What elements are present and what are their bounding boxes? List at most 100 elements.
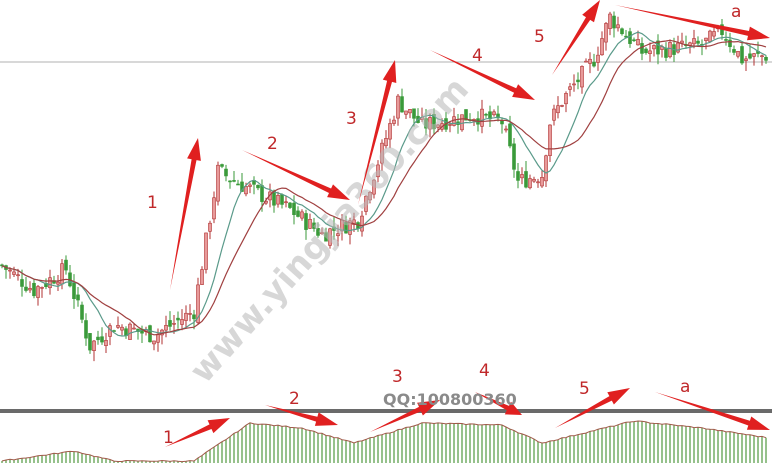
candle-body xyxy=(392,119,396,124)
candle-body xyxy=(372,179,376,195)
candle-body xyxy=(16,274,20,277)
candle-body xyxy=(428,117,432,130)
candle-body xyxy=(436,124,440,128)
candle-body xyxy=(324,232,328,242)
candle-body xyxy=(568,86,572,90)
candle-body xyxy=(320,232,324,235)
candle-body xyxy=(284,201,288,204)
candle-body xyxy=(652,45,656,50)
candle-body xyxy=(32,282,36,297)
candle-body xyxy=(296,210,300,217)
watermark-url: www.yingjia360.com xyxy=(182,70,477,391)
red-arrow-icon xyxy=(615,5,770,41)
candle-body xyxy=(628,31,632,44)
candle-body xyxy=(580,66,584,88)
watermark: www.yingjia360.com xyxy=(182,70,477,391)
candle-body xyxy=(596,54,600,63)
candle-body xyxy=(216,164,220,202)
candle-body xyxy=(200,269,204,285)
wave-label-4: 4 xyxy=(472,46,483,66)
candle-body xyxy=(736,51,740,57)
candle-body xyxy=(376,164,380,178)
candle-body xyxy=(692,38,696,45)
candle-body xyxy=(344,221,348,234)
candle-body xyxy=(212,197,216,220)
candle-body xyxy=(764,56,768,61)
candle-body xyxy=(548,124,552,156)
osc-label-3: 3 xyxy=(392,367,403,387)
candle-body xyxy=(500,120,504,125)
candle-body xyxy=(172,322,176,325)
candles xyxy=(0,11,768,362)
candle-body xyxy=(256,184,260,189)
osc-label-2: 2 xyxy=(289,389,300,409)
candle-body xyxy=(352,219,356,225)
candle-body xyxy=(180,319,184,325)
candle-body xyxy=(244,186,248,195)
candle-body xyxy=(760,55,764,58)
candle-body xyxy=(64,259,68,271)
red-arrow-icon xyxy=(170,138,201,290)
candle-body xyxy=(388,123,392,140)
red-arrow-icon xyxy=(370,400,440,432)
candle-body xyxy=(560,105,564,107)
candle-body xyxy=(396,95,400,119)
candle-body xyxy=(544,155,548,182)
candle-body xyxy=(308,219,312,229)
candle-body xyxy=(588,58,592,64)
candle-body xyxy=(448,124,452,126)
candle-body xyxy=(400,96,404,113)
red-arrow-icon xyxy=(242,150,350,200)
candle-body xyxy=(348,220,352,235)
candle-body xyxy=(600,38,604,56)
candle-body xyxy=(8,269,12,272)
red-arrow-icon xyxy=(265,405,338,426)
candle-body xyxy=(484,113,488,116)
osc-label-5: 5 xyxy=(579,379,590,399)
candle-body xyxy=(84,320,88,339)
candle-body xyxy=(72,282,76,299)
candle-body xyxy=(164,325,168,331)
candle-body xyxy=(116,325,120,328)
candle-body xyxy=(104,340,108,346)
candle-body xyxy=(224,168,228,177)
candle-body xyxy=(404,110,408,115)
candle-body xyxy=(276,194,280,205)
candle-body xyxy=(92,340,96,352)
candle-body xyxy=(432,114,436,130)
candle-body xyxy=(364,195,368,212)
wave-label-1: 1 xyxy=(147,193,158,213)
candle-body xyxy=(88,333,92,351)
candle-body xyxy=(280,194,284,205)
candle-body xyxy=(76,294,80,301)
candle-body xyxy=(460,114,464,131)
candle-body xyxy=(328,228,332,246)
candle-body xyxy=(220,164,224,167)
candle-body xyxy=(408,109,412,114)
candle-body xyxy=(644,48,648,54)
candle-body xyxy=(100,336,104,343)
panel-divider xyxy=(0,409,772,413)
candle-body xyxy=(576,79,580,83)
candle-body xyxy=(524,171,528,188)
wave-label-3: 3 xyxy=(346,109,357,129)
candle-body xyxy=(612,15,616,29)
candle-body xyxy=(564,93,568,105)
candle-body xyxy=(120,326,124,331)
candle-body xyxy=(292,202,296,216)
candle-body xyxy=(632,39,636,42)
red-arrow-icon xyxy=(552,0,600,75)
candle-body xyxy=(664,47,668,58)
candle-body xyxy=(12,271,16,275)
histogram-outline xyxy=(1,420,767,463)
candle-body xyxy=(36,286,40,298)
red-arrow-icon xyxy=(165,418,230,447)
candle-body xyxy=(208,222,212,232)
candle-body xyxy=(152,340,156,345)
candle-body xyxy=(204,232,208,270)
red-arrow-icon xyxy=(358,60,397,205)
candle-body xyxy=(488,111,492,120)
red-arrow-icon xyxy=(430,50,535,100)
